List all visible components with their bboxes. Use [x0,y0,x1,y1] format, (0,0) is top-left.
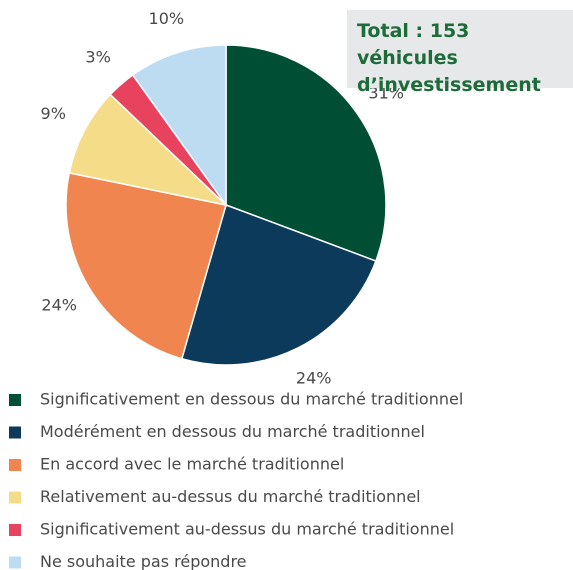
legend-swatch [9,491,21,504]
data-label: 3% [85,47,110,66]
data-label: 31% [368,83,404,102]
data-label: 10% [149,9,185,28]
legend-swatch [9,394,21,406]
legend-label: Significativement en dessous du marché t… [40,390,463,409]
pie-slice [225,44,387,262]
data-label: 24% [41,295,77,314]
legend-label: Relativement au-dessus du marché traditi… [40,487,421,506]
data-label: 24% [296,369,332,388]
legend-label: Ne souhaite pas répondre [40,552,247,570]
legend-swatch [9,426,21,439]
legend-label: Modérément en dessous du marché traditio… [40,422,425,441]
legend-label: En accord avec le marché traditionnel [40,455,344,474]
legend-swatch [9,556,21,569]
annotation: Total : 153 véhicules d’investissement [347,10,573,96]
legend-label: Significativement au-dessus du marché tr… [40,520,454,539]
legend-swatch [9,459,21,471]
pie-slice [68,93,229,207]
pie-slice [131,44,227,208]
pie-slice [65,171,227,360]
pie-slice [180,204,377,366]
legend-swatch [9,524,21,536]
data-label: 9% [41,104,66,123]
